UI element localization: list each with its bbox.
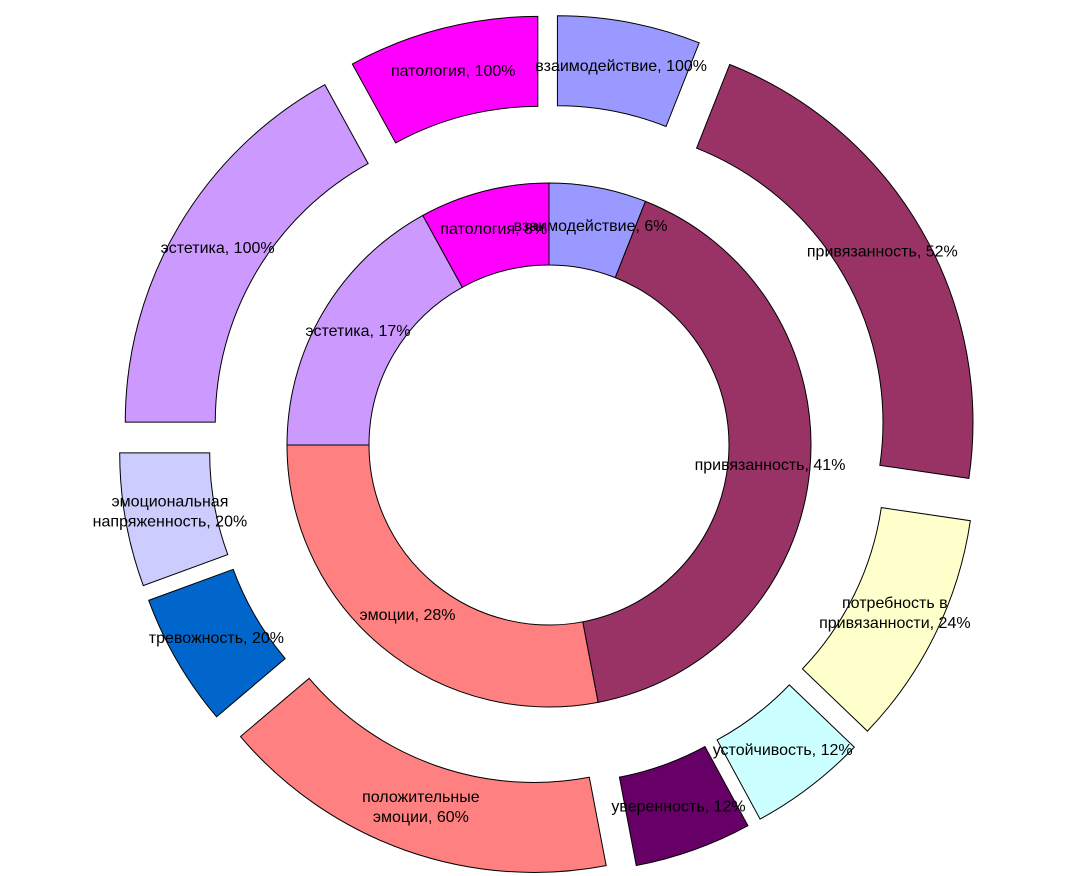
label-line: патология, 8% xyxy=(440,221,547,238)
data-label: эмоциональная напряженность, 20% xyxy=(93,494,248,531)
data-label: положительные эмоции, 60% xyxy=(362,789,480,826)
outer-segment xyxy=(351,15,539,144)
data-label: эстетика, 17% xyxy=(305,323,410,340)
label-line: эстетика, 100% xyxy=(161,240,275,257)
data-label: привязанность, 52% xyxy=(807,244,958,261)
inner-segment xyxy=(422,182,550,288)
data-label: устойчивость, 12% xyxy=(713,742,853,759)
outer-segment xyxy=(695,63,974,479)
data-label: уверенность, 12% xyxy=(611,799,745,816)
segments xyxy=(119,15,974,873)
outer-segment xyxy=(801,507,971,732)
data-label: тревожность, 20% xyxy=(149,630,284,647)
data-label: привязанность, 41% xyxy=(695,457,846,474)
inner-segment xyxy=(582,200,812,703)
label-line: эмоции, 28% xyxy=(359,607,455,624)
outer-segment xyxy=(556,15,700,128)
label-line: потребность в xyxy=(842,595,948,612)
label-line: привязанность, 52% xyxy=(807,244,958,261)
data-label: потребность в привязанности, 24% xyxy=(819,595,970,632)
label-line: эстетика, 17% xyxy=(305,323,410,340)
labels: взаимодействие, 6% взаимодействие, 100% пр… xyxy=(93,58,971,826)
inner-segment xyxy=(286,444,599,708)
label-line: эмоции, 60% xyxy=(373,809,469,826)
label-line: патология, 100% xyxy=(391,63,516,80)
data-label: эмоции, 28% xyxy=(359,607,455,624)
label-line: привязанность, 41% xyxy=(695,457,846,474)
label-line: взаимодействие, 100% xyxy=(535,58,707,75)
label-line: эмоциональная xyxy=(112,494,229,511)
label-line: уверенность, 12% xyxy=(611,799,745,816)
label-line: напряженность, 20% xyxy=(93,514,248,531)
label-line: взаимодействие, 6% xyxy=(514,218,668,235)
outer-segment xyxy=(716,684,856,820)
label-line: тревожность, 20% xyxy=(149,630,284,647)
label-line: положительные xyxy=(362,789,480,806)
data-label: патология, 100% xyxy=(391,63,516,80)
data-label: взаимодействие, 100% xyxy=(535,58,707,75)
data-label: эстетика, 100% xyxy=(161,240,275,257)
data-label: патология, 8% xyxy=(440,221,547,238)
outer-segment xyxy=(119,452,229,587)
label-line: привязанности, 24% xyxy=(819,615,970,632)
label-line: устойчивость, 12% xyxy=(713,742,853,759)
outer-segment xyxy=(239,677,607,873)
outer-segment xyxy=(124,84,369,423)
data-label: взаимодействие, 6% xyxy=(514,218,668,235)
outer-segment xyxy=(618,745,749,867)
outer-segment xyxy=(148,568,286,718)
